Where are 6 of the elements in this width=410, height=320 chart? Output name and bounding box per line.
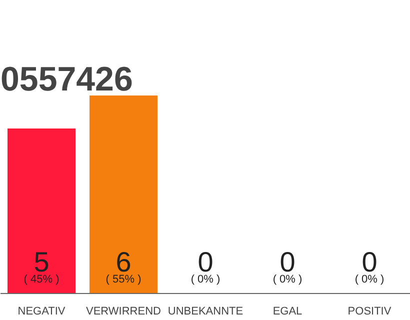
x-tick-label: NEGATIV <box>18 306 66 318</box>
x-tick-label: VERWIRREND <box>86 306 162 318</box>
chart-title: 0557426 <box>0 60 133 98</box>
x-tick-label: POSITIV <box>348 306 392 318</box>
x-tick-label: EGAL <box>272 306 302 318</box>
x-tick-label: UNBEKANNTE <box>168 306 244 318</box>
